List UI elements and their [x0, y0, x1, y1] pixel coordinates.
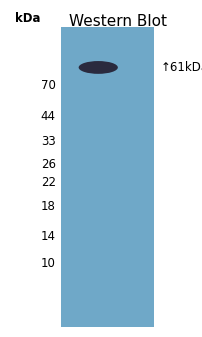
Text: 22: 22 — [41, 177, 56, 189]
Bar — [61, 27, 154, 327]
Text: 44: 44 — [41, 111, 56, 123]
Text: 70: 70 — [41, 79, 56, 92]
Text: 26: 26 — [41, 157, 56, 171]
Text: 14: 14 — [41, 231, 56, 243]
Text: Western Blot: Western Blot — [68, 14, 166, 29]
Text: kDa: kDa — [15, 12, 40, 25]
Ellipse shape — [78, 61, 117, 74]
Text: 10: 10 — [41, 256, 56, 270]
Text: 33: 33 — [41, 135, 56, 148]
Text: 18: 18 — [41, 200, 56, 213]
Text: ↑61kDa: ↑61kDa — [160, 61, 202, 74]
